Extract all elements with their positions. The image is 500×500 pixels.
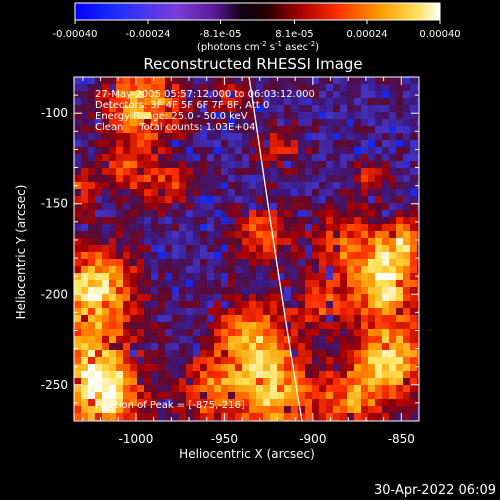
x-tick-label: -850 <box>388 432 415 446</box>
info-line-detectors: Detectors: 3F 4F 5F 6F 7F 8F, Att 0 <box>95 100 269 111</box>
info-text-block: 27-May-2005 05:57:12.000 to 06:03:12.000… <box>95 89 315 133</box>
colorbar-tick-label: 0.00024 <box>346 29 387 40</box>
solar-limb-line <box>248 77 303 421</box>
x-tick-label: -1000 <box>118 432 153 446</box>
y-tick-label: -100 <box>41 106 68 120</box>
colorbar-tick-label: -0.00040 <box>53 29 98 40</box>
info-line-date: 27-May-2005 05:57:12.000 to 06:03:12.000 <box>95 89 315 100</box>
colorbar-unit-label: (photons cm-2 s-1 asec-2) <box>197 40 319 53</box>
peak-position-label: Position of Peak = [-875,-216] <box>95 400 245 411</box>
colorbar-ticks: -0.00040 -0.00024 -8.1e-05 8.1e-05 0.00024 0.… <box>53 20 461 40</box>
colorbar: -0.00040 -0.00024 -8.1e-05 8.1e-05 0.00024 0.… <box>53 2 461 53</box>
x-tick-label: -950 <box>211 432 238 446</box>
colorbar-gradient <box>74 2 441 21</box>
info-line-clean: Clean Total counts: 1.03E+04 <box>95 122 255 133</box>
colorbar-tick-label: -0.00024 <box>126 29 171 40</box>
plot-frame <box>73 76 420 422</box>
colorbar-tick-label: 0.00040 <box>419 29 460 40</box>
y-tick-label: -150 <box>41 197 68 211</box>
axis-ticks: -1000 -950 -900 -850 -100 -150 -200 -250 <box>41 76 420 446</box>
y-tick-label: -250 <box>41 378 68 392</box>
x-axis-label: Heliocentric X (arcsec) <box>179 447 315 461</box>
colorbar-tick-label: -8.1e-05 <box>200 29 242 40</box>
heatmap-image <box>74 77 419 421</box>
plot-title: Reconstructed RHESSI Image <box>143 55 362 73</box>
x-tick-label: -900 <box>299 432 326 446</box>
footer-timestamp: 30-Apr-2022 06:09 <box>374 483 496 498</box>
y-axis-label: Heliocentric Y (arcsec) <box>14 185 28 320</box>
info-line-energy: Energy Range: 25.0 - 50.0 keV <box>95 111 248 122</box>
y-tick-label: -200 <box>41 287 68 301</box>
colorbar-tick-label: 8.1e-05 <box>275 29 313 40</box>
